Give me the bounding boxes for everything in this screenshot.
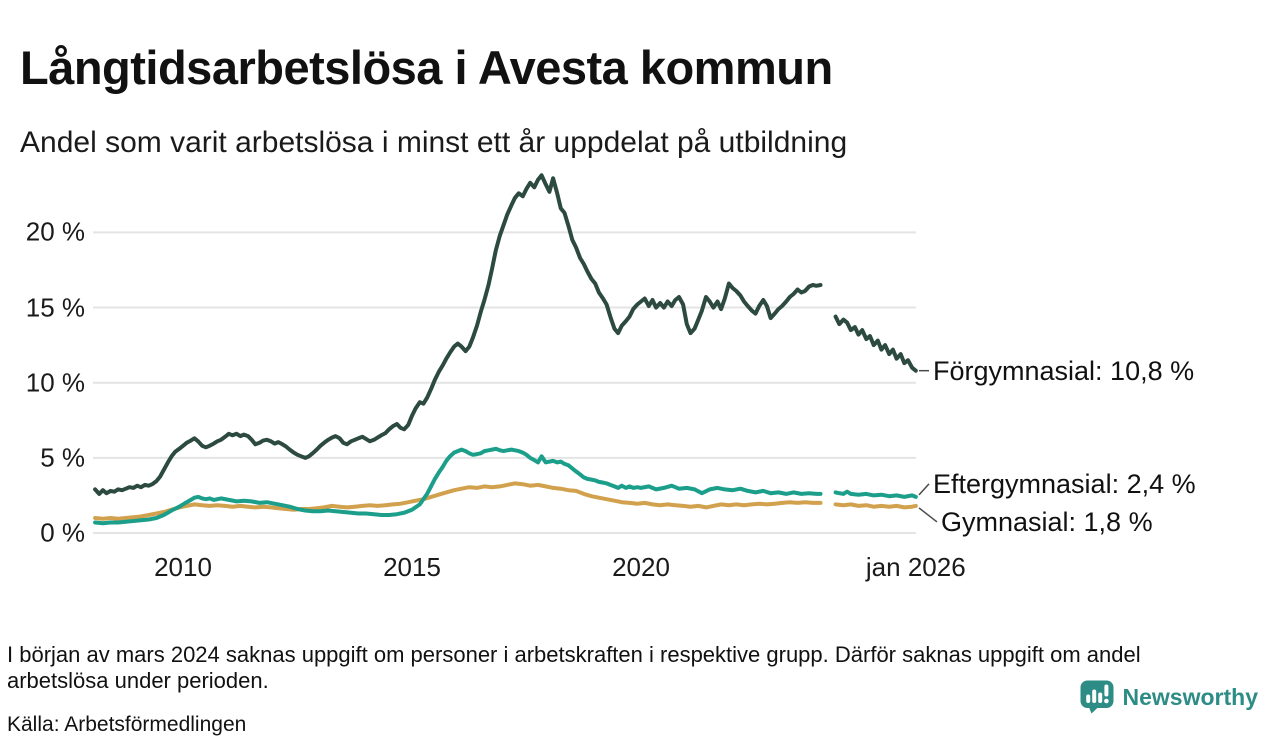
y-axis-tick-label: 15 % bbox=[25, 292, 85, 323]
y-axis-tick-label: 10 % bbox=[25, 367, 85, 398]
newsworthy-wordmark: Newsworthy bbox=[1122, 683, 1258, 710]
label-connector bbox=[918, 483, 930, 496]
x-axis-tick-label: jan 2026 bbox=[865, 552, 966, 582]
bar-chart-speech-bubble-icon bbox=[1080, 680, 1114, 714]
series-line-förgymnasial bbox=[833, 314, 918, 373]
series-line-eftergymnasial bbox=[93, 446, 823, 526]
x-axis-tick-label: 2015 bbox=[383, 552, 441, 582]
chart-canvas bbox=[93, 173, 938, 534]
series-line-eftergymnasial bbox=[833, 489, 918, 499]
newsworthy-logo: Newsworthy bbox=[1079, 680, 1258, 714]
y-axis-tick-label: 0 % bbox=[40, 517, 85, 548]
line-chart-svg bbox=[93, 173, 938, 534]
page-title: Långtidsarbetslösa i Avesta kommun bbox=[20, 41, 833, 95]
source-caption: Källa: Arbetsförmedlingen bbox=[7, 713, 247, 736]
chart-subtitle: Andel som varit arbetslösa i minst ett å… bbox=[20, 126, 848, 159]
series-line-gymnasial bbox=[833, 502, 918, 510]
x-axis-tick-label: 2010 bbox=[154, 552, 212, 582]
series-line-gymnasial bbox=[93, 481, 823, 521]
label-connector bbox=[918, 507, 938, 523]
series-end-label-gymnasial: Gymnasial: 1,8 % bbox=[941, 506, 1153, 537]
x-axis-tick-label: 2020 bbox=[612, 552, 670, 582]
y-axis-tick-label: 5 % bbox=[40, 442, 85, 473]
series-line-förgymnasial bbox=[93, 173, 823, 496]
series-end-label-eftergymnasial: Eftergymnasial: 2,4 % bbox=[933, 468, 1196, 499]
chart-footnote: I början av mars 2024 saknas uppgift om … bbox=[7, 642, 1141, 693]
y-axis-tick-label: 20 % bbox=[25, 216, 85, 247]
series-end-label-förgymnasial: Förgymnasial: 10,8 % bbox=[933, 355, 1195, 386]
